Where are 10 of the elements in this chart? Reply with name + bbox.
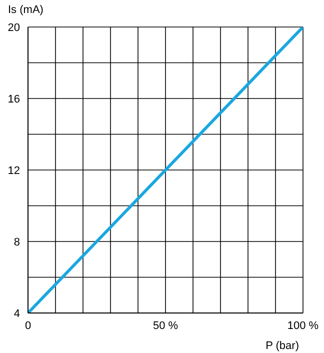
y-axis-title: Is (mA) (8, 4, 44, 16)
y-tick-label: 8 (14, 236, 20, 248)
x-tick-label: 0 (24, 320, 32, 332)
y-tick-label: 20 (8, 22, 20, 34)
y-tick-label: 12 (8, 164, 20, 177)
x-tick-label: 100 % (287, 320, 319, 332)
x-axis-title: P (bar) (266, 340, 299, 352)
x-tick-label: 50 % (152, 320, 178, 332)
y-tick-label: 16 (8, 93, 20, 106)
y-tick-label: 4 (14, 308, 20, 320)
